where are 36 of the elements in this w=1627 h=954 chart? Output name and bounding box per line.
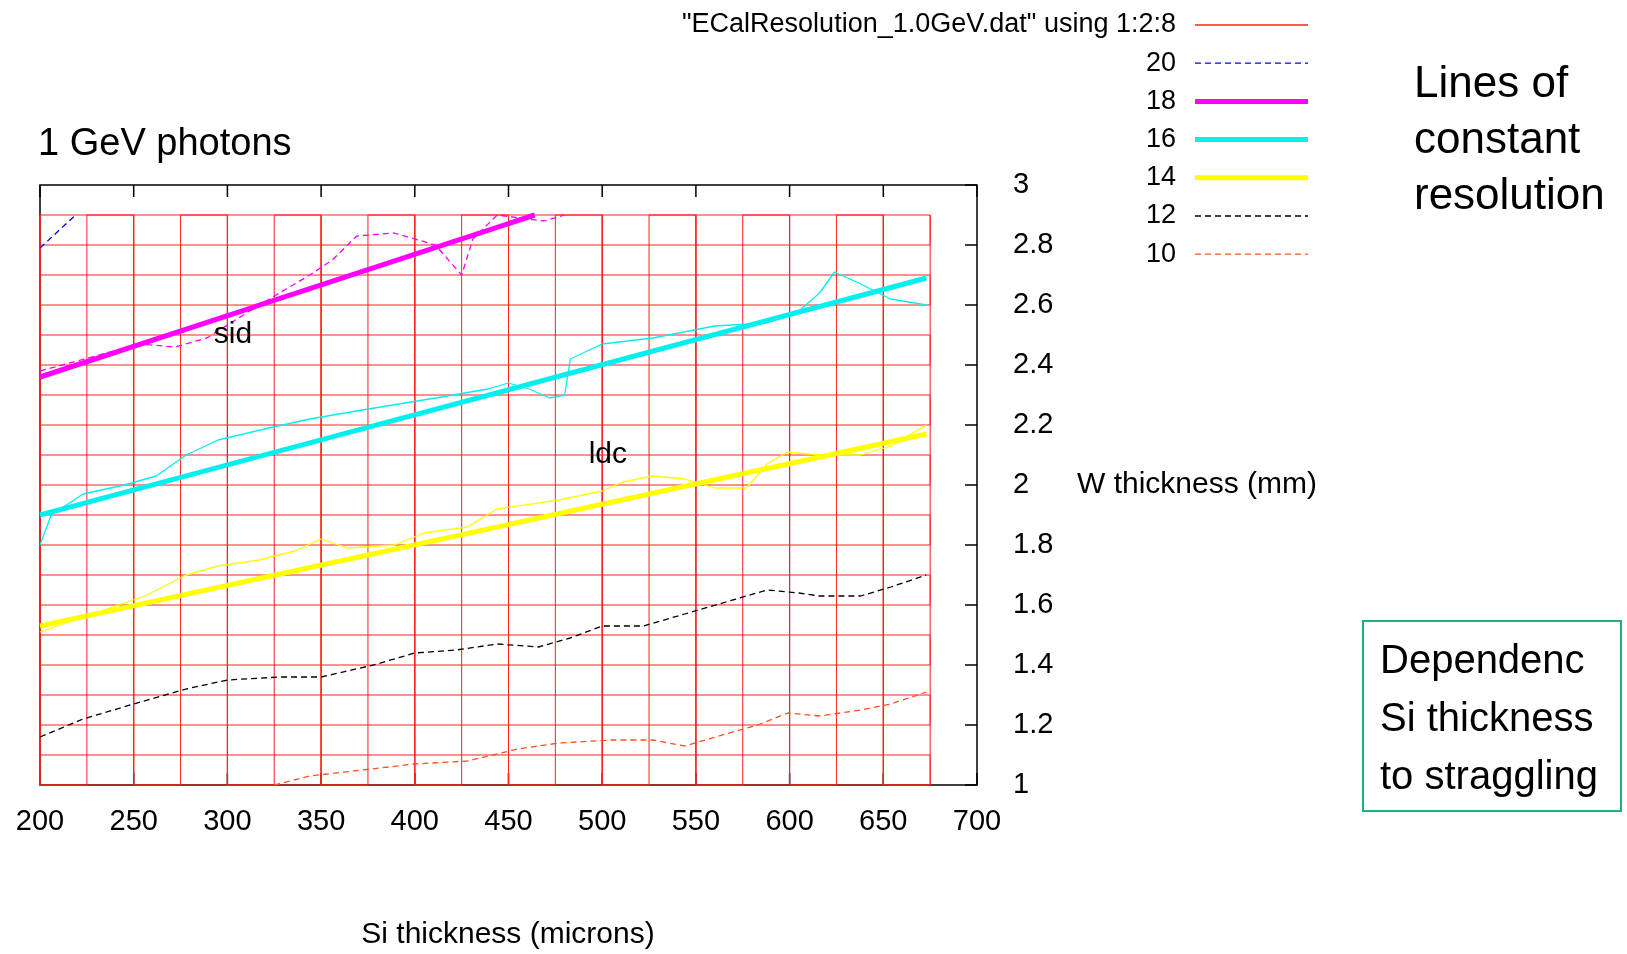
x-tick-label: 700	[952, 804, 1002, 837]
y-tick-label: 3	[1013, 167, 1030, 199]
line-series	[39, 574, 928, 738]
y-tick-label: 2	[1013, 467, 1030, 499]
x-tick-label: 300	[203, 804, 252, 837]
chart-title: 1 GeV photons	[38, 121, 292, 164]
x-tick-label: 450	[484, 804, 533, 837]
x-tick-label: 600	[765, 804, 814, 837]
y-tick-label: 2.4	[1013, 347, 1054, 379]
text: Lines of constant resolution	[1414, 57, 1605, 219]
legend-label: 18	[1145, 84, 1176, 115]
x-tick-label: 350	[296, 804, 346, 837]
y-tick-label: 2.2	[1013, 407, 1054, 439]
y-tick-label: 2.8	[1013, 227, 1054, 259]
legend-label: 20	[1145, 46, 1176, 77]
legend-label: 16	[1145, 123, 1176, 154]
x-tick-label: 200	[15, 804, 65, 837]
y-axis-title: W thickness (mm)	[1077, 466, 1317, 500]
x-axis-title: Si thickness (microns)	[361, 916, 655, 950]
x-tick-label: 550	[671, 804, 721, 837]
y-tick-label: 1	[1013, 767, 1030, 799]
y-tick-label: 1.8	[1013, 527, 1054, 559]
y-tick-label: 2.6	[1013, 287, 1054, 319]
x-tick-label: 500	[578, 804, 627, 837]
y-tick-label: 1.4	[1013, 647, 1054, 679]
y-tick-label: 1.6	[1013, 587, 1054, 619]
legend-label: 14	[1145, 161, 1176, 192]
line-series	[273, 691, 928, 786]
legend-label: "ECalResolution_1.0GeV.dat" using 1:2:8	[681, 8, 1176, 39]
x-tick-label: 250	[109, 804, 158, 837]
x-tick-label: 650	[859, 804, 908, 837]
y-tick-label: 1.2	[1013, 707, 1054, 739]
text: Dependenc Si thickness to straggling	[1380, 637, 1598, 798]
legend-label: 10	[1145, 237, 1176, 268]
x-tick-label: 400	[390, 804, 439, 837]
legend-label: 12	[1145, 199, 1176, 230]
